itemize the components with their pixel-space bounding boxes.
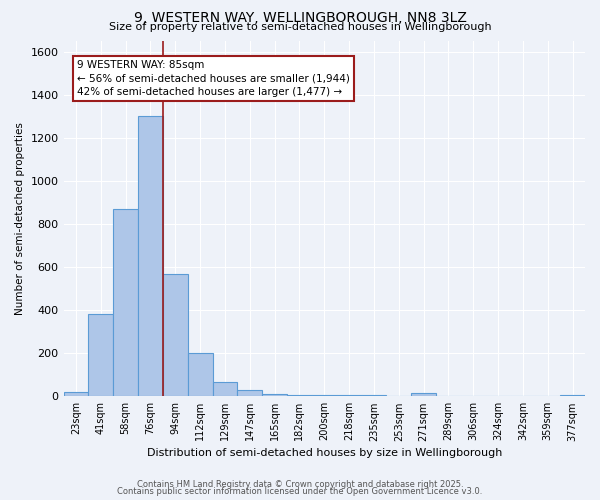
Bar [262, 394, 287, 396]
Bar [64, 392, 88, 396]
Text: Size of property relative to semi-detached houses in Wellingborough: Size of property relative to semi-detach… [109, 22, 491, 32]
Bar [287, 395, 312, 396]
Bar [312, 395, 337, 396]
Bar [113, 209, 138, 396]
Bar [411, 393, 436, 396]
Bar [337, 395, 362, 396]
Bar [88, 314, 113, 396]
Bar [188, 354, 212, 397]
Text: Contains HM Land Registry data © Crown copyright and database right 2025.: Contains HM Land Registry data © Crown c… [137, 480, 463, 489]
Bar [212, 382, 238, 396]
Text: 9, WESTERN WAY, WELLINGBOROUGH, NN8 3LZ: 9, WESTERN WAY, WELLINGBOROUGH, NN8 3LZ [134, 11, 466, 25]
Bar [138, 116, 163, 396]
X-axis label: Distribution of semi-detached houses by size in Wellingborough: Distribution of semi-detached houses by … [146, 448, 502, 458]
Bar [362, 395, 386, 396]
Bar [163, 274, 188, 396]
Bar [560, 395, 585, 396]
Text: Contains public sector information licensed under the Open Government Licence v3: Contains public sector information licen… [118, 488, 482, 496]
Text: 9 WESTERN WAY: 85sqm
← 56% of semi-detached houses are smaller (1,944)
42% of se: 9 WESTERN WAY: 85sqm ← 56% of semi-detac… [77, 60, 350, 97]
Bar [238, 390, 262, 396]
Y-axis label: Number of semi-detached properties: Number of semi-detached properties [15, 122, 25, 315]
